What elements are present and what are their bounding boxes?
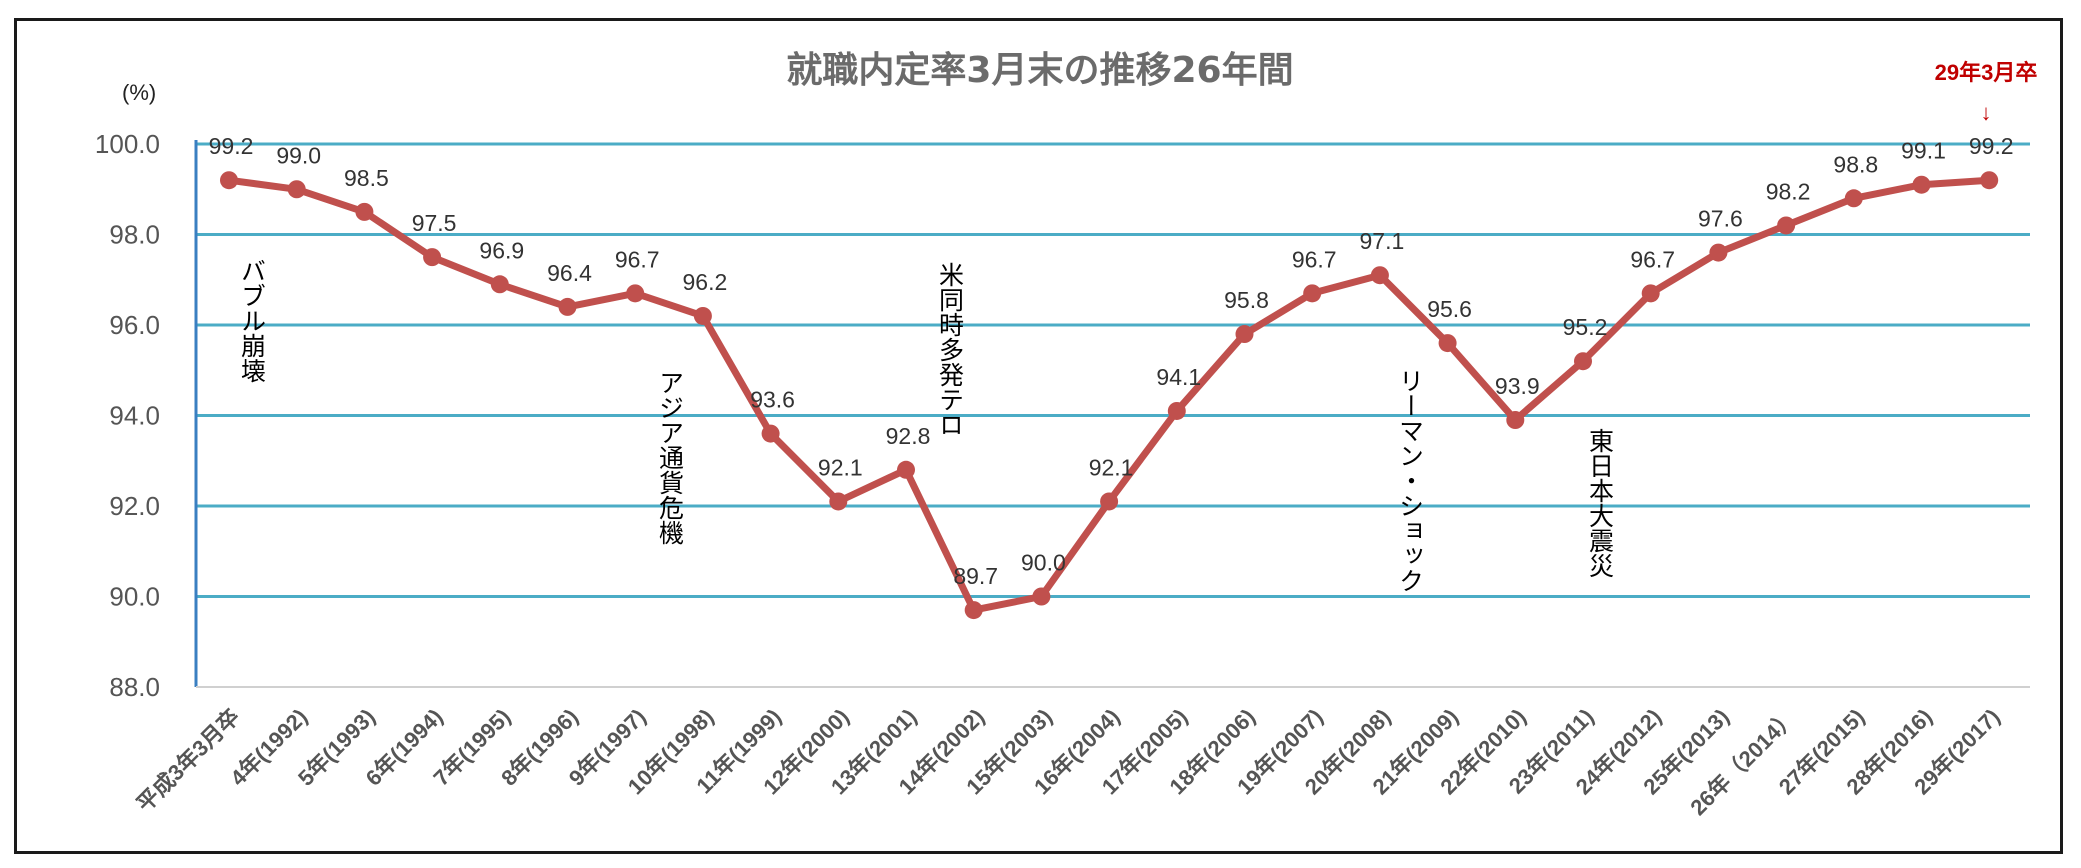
data-point: [490, 275, 509, 294]
data-label: 96.7: [1630, 246, 1675, 272]
data-label: 96.7: [1292, 246, 1337, 272]
y-tick-label: 92.0: [109, 491, 160, 521]
data-label: 95.6: [1427, 296, 1472, 322]
callout-label: 29年3月卒: [1935, 60, 2038, 85]
data-label: 92.8: [886, 423, 931, 449]
event-label: リーマン・ショック: [1396, 368, 1425, 593]
y-tick-label: 98.0: [109, 220, 160, 250]
data-point: [897, 460, 915, 479]
data-point: [1777, 216, 1796, 235]
data-label: 96.4: [547, 260, 592, 286]
data-point: [964, 601, 983, 620]
data-points: [220, 171, 1999, 620]
data-point: [1235, 325, 1254, 344]
y-tick-label: 100.0: [95, 129, 160, 159]
data-point: [1303, 284, 1322, 303]
data-label: 97.5: [412, 210, 457, 236]
data-point: [829, 492, 848, 511]
data-point: [1574, 352, 1592, 371]
data-point: [558, 297, 577, 316]
data-label: 89.7: [953, 563, 998, 589]
data-point: [355, 202, 374, 221]
data-label: 99.2: [209, 133, 254, 159]
event-label: 米同時多発テロ: [936, 262, 965, 437]
data-point: [1032, 587, 1051, 606]
data-point: [1641, 284, 1660, 303]
latest-callout: 29年3月卒 ↓: [1935, 60, 2038, 125]
data-label: 99.0: [276, 142, 321, 168]
data-label: 95.8: [1224, 287, 1269, 313]
data-point: [1844, 189, 1863, 208]
x-tick-labels: 平成3年3月卒4年(1992)5年(1993)6年(1994)7年(1995)8…: [132, 704, 2005, 820]
data-label: 90.0: [1021, 550, 1066, 576]
x-tick-label: 平成3年3月卒: [132, 704, 245, 817]
data-label: 93.6: [750, 387, 795, 413]
data-point: [1167, 401, 1186, 420]
event-label: アジア通貨危機: [656, 370, 685, 545]
data-label: 99.1: [1901, 138, 1946, 164]
gridlines: [196, 142, 2030, 598]
data-point: [1709, 243, 1728, 262]
data-label: 99.2: [1969, 133, 2014, 159]
data-label: 98.8: [1833, 151, 1878, 177]
data-point: [287, 180, 306, 199]
data-point: [1370, 266, 1389, 285]
y-tick-labels: 88.0 90.0 92.0 94.0 96.0 98.0 100.0: [95, 129, 160, 702]
event-label: 東日本大震災: [1586, 428, 1615, 578]
data-point: [693, 306, 712, 325]
data-label: 92.1: [1089, 454, 1134, 480]
data-label: 98.5: [344, 165, 389, 191]
data-point: [626, 284, 645, 303]
chart-title: 就職内定率3月末の推移26年間: [786, 50, 1293, 91]
y-tick-label: 96.0: [109, 310, 160, 340]
data-label: 97.6: [1698, 206, 1743, 232]
data-point: [423, 248, 442, 267]
y-unit-label: (%): [122, 80, 156, 105]
data-label: 96.7: [615, 246, 660, 272]
data-point: [1506, 411, 1525, 430]
y-tick-label: 90.0: [109, 582, 160, 612]
y-tick-label: 88.0: [109, 672, 160, 702]
data-point: [1438, 334, 1457, 353]
data-label: 95.2: [1563, 314, 1608, 340]
data-label: 94.1: [1156, 364, 1201, 390]
data-point: [1912, 175, 1931, 194]
data-label: 92.1: [818, 454, 863, 480]
chart-frame: [14, 18, 2063, 854]
data-point: [220, 171, 238, 190]
axes: [194, 140, 2030, 688]
event-label: バブル崩壊: [238, 258, 267, 383]
data-point: [1980, 171, 1999, 190]
data-label: 97.1: [1360, 228, 1405, 254]
data-label: 98.2: [1766, 178, 1811, 204]
y-tick-label: 94.0: [109, 401, 160, 431]
data-label: 96.9: [479, 237, 524, 263]
data-point: [761, 424, 780, 443]
data-point: [1100, 492, 1119, 511]
data-label: 93.9: [1495, 373, 1540, 399]
callout-arrow-icon: ↓: [1981, 100, 1992, 125]
data-labels: 99.2 99.0 98.5 97.5 96.9 96.4 96.7 96.2 93.6 92.1…: [209, 133, 2014, 589]
data-label: 96.2: [683, 269, 728, 295]
